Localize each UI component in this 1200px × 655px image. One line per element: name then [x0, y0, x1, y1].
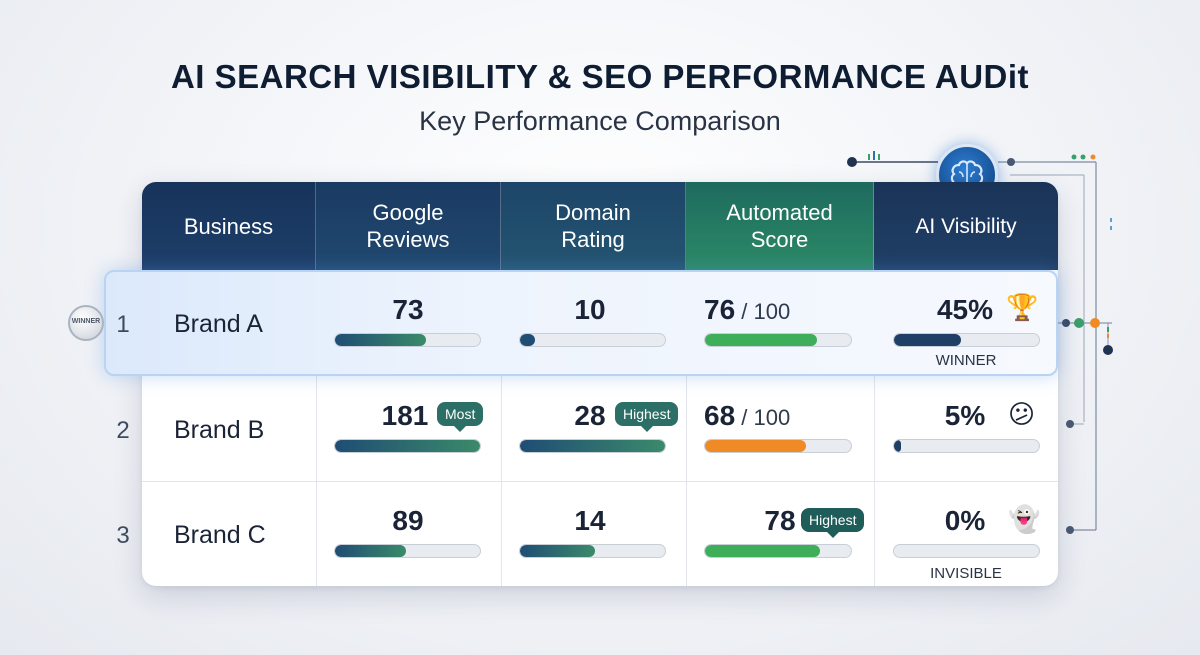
column-divider: [686, 270, 687, 586]
reviews-bar-fill: [335, 440, 480, 452]
reviews-value: 73: [392, 294, 424, 325]
column-header-automated-score: Automated Score: [686, 182, 874, 270]
domain-bar: [519, 544, 666, 558]
score-bar-fill: [705, 440, 806, 452]
column-header-domain-rating: Domain Rating: [501, 182, 686, 270]
domain-bar: [519, 439, 666, 453]
reviews-value: 181: [381, 400, 429, 431]
column-divider: [316, 270, 317, 586]
rank-3: 3: [116, 522, 130, 549]
column-header-google-reviews: Google Reviews: [316, 182, 501, 270]
score-value: 68 / 100: [704, 400, 791, 431]
most-badge: Most: [437, 402, 484, 432]
domain-bar: [519, 333, 666, 347]
score-bar-fill: [705, 334, 818, 346]
reviews-bar: [334, 333, 481, 347]
highest-badge: Highest: [801, 508, 865, 538]
ai-visibility-bar: [893, 439, 1040, 453]
confused-face-icon: 😕: [1008, 399, 1036, 429]
reviews-value: 89: [392, 505, 424, 536]
page-title: AI SEARCH VISIBILITY & SEO PERFORMANCE A…: [170, 58, 1030, 95]
reviews-bar: [334, 439, 481, 453]
score-bar-fill: [705, 545, 821, 557]
invisible-caption: INVISIBLE: [930, 565, 1002, 582]
winner-seal-icon: WINNER: [68, 305, 104, 343]
ghost-icon: 👻: [1008, 504, 1041, 534]
column-divider: [501, 270, 502, 586]
domain-bar-fill: [520, 334, 535, 346]
ai-visibility-bar: [893, 333, 1040, 347]
row-divider: [142, 481, 1058, 482]
ai-visibility-value: 0%: [944, 505, 986, 536]
ai-visibility-bar: [893, 544, 1040, 558]
reviews-bar-fill: [335, 545, 407, 557]
winner-caption: WINNER: [935, 352, 997, 369]
trophy-icon: 🏆: [1006, 292, 1039, 322]
page-subtitle: Key Performance Comparison: [419, 106, 781, 136]
business-brand-a: Brand A: [174, 310, 263, 338]
ai-visibility-value: 45%: [936, 294, 994, 325]
ai-visibility-value: 5%: [944, 400, 986, 431]
rank-2: 2: [116, 417, 130, 444]
business-brand-c: Brand C: [174, 521, 266, 549]
column-header-business: Business: [142, 182, 316, 270]
reviews-bar: [334, 544, 481, 558]
column-divider: [874, 270, 875, 586]
domain-value: 28: [574, 400, 606, 431]
winner-row-highlight: [104, 270, 1058, 376]
highest-badge: Highest: [615, 402, 679, 432]
score-value: 76 / 100: [704, 294, 791, 325]
score-bar: [704, 544, 852, 558]
domain-value: 14: [574, 505, 606, 536]
domain-bar-fill: [520, 545, 596, 557]
score-bar: [704, 333, 852, 347]
score-value: 78: [764, 505, 796, 536]
ai-visibility-bar-fill: [894, 334, 961, 346]
domain-bar-fill: [520, 440, 665, 452]
domain-value: 10: [574, 294, 606, 325]
score-bar: [704, 439, 852, 453]
column-header-ai-visibility: AI Visibility: [874, 182, 1058, 270]
reviews-bar-fill: [335, 334, 427, 346]
business-brand-b: Brand B: [174, 416, 265, 444]
table-header: Business Google Reviews Domain Rating Au…: [142, 182, 1058, 270]
rank-1: 1: [116, 311, 130, 338]
ai-visibility-bar-fill: [894, 440, 902, 452]
